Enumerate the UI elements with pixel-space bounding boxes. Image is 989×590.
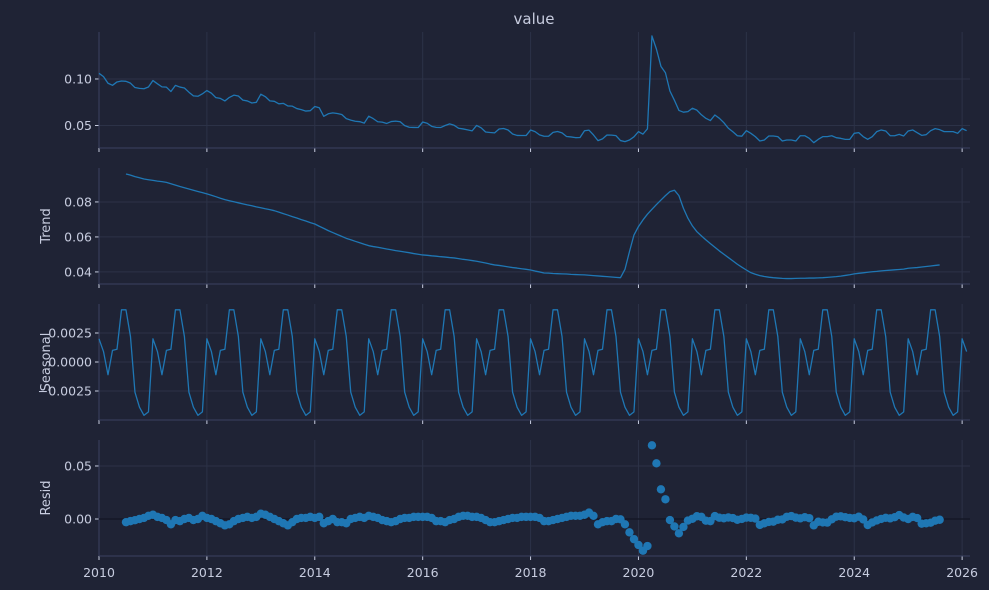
x-tick-label: 2024 [838, 565, 870, 580]
x-tick-label: 2012 [191, 565, 223, 580]
resid-point [935, 515, 944, 524]
x-tick-label: 2018 [515, 565, 547, 580]
value-series-line [98, 35, 967, 144]
resid-point [315, 512, 324, 522]
y-tick-label: 0.05 [64, 118, 92, 133]
resid-point [751, 514, 760, 523]
y-tick-label: 0.10 [64, 71, 92, 86]
resid-point [625, 528, 634, 537]
resid-point [912, 513, 922, 523]
y-tick-label: 0.0025 [48, 326, 92, 341]
x-tick-label: 2010 [83, 565, 115, 580]
x-tick-label: 2016 [407, 565, 439, 580]
resid-point [805, 513, 814, 523]
resid-point [670, 522, 679, 531]
trend-series-line [125, 173, 940, 280]
x-tick-label: 2022 [730, 565, 762, 580]
y-tick-label: 0.04 [64, 264, 92, 279]
y-tick-label: 0.05 [64, 458, 92, 473]
y-axis-label: Trend [39, 208, 54, 245]
y-tick-label: 0.08 [64, 194, 92, 209]
resid-point [674, 529, 684, 538]
x-tick-label: 2026 [946, 565, 978, 580]
resid-point [652, 459, 661, 468]
resid-point [679, 522, 688, 532]
y-tick-label: −0.0025 [38, 384, 92, 399]
resid-point [665, 515, 675, 525]
resid-point [859, 515, 868, 524]
resid-point [643, 541, 652, 551]
y-tick-label: 0.00 [64, 511, 92, 526]
resid-point [656, 485, 666, 494]
resid-point [647, 441, 657, 450]
resid-point [620, 520, 630, 529]
resid-point [589, 511, 598, 521]
panels: 0.05 0.10 0.04 0.06 0.08 Trend −0.0025 0.0000 0.… [38, 32, 978, 580]
y-axis-label: Resid [39, 480, 54, 515]
panel-trend: 0.04 0.06 0.08 Trend [39, 168, 970, 288]
y-tick-label: 0.06 [64, 229, 92, 244]
panel-resid: 2010 2012 2014 2016 2018 2020 2022 2024 2026 0.00… [39, 440, 978, 580]
resid-point [629, 534, 639, 544]
resid-point [634, 540, 643, 550]
y-axis-label: Seasonal [39, 333, 54, 392]
seasonal-series-line [98, 309, 968, 417]
y-tick-label: 0.0000 [48, 355, 92, 370]
panel-value: 0.05 0.10 [64, 32, 970, 152]
resid-point [661, 495, 670, 504]
x-tick-label: 2020 [623, 565, 655, 580]
chart-title: value [514, 10, 555, 28]
x-tick-label: 2014 [299, 565, 331, 580]
